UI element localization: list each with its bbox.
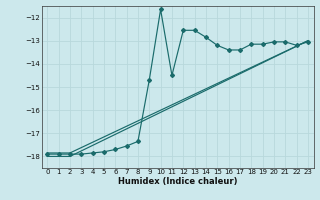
X-axis label: Humidex (Indice chaleur): Humidex (Indice chaleur) bbox=[118, 177, 237, 186]
